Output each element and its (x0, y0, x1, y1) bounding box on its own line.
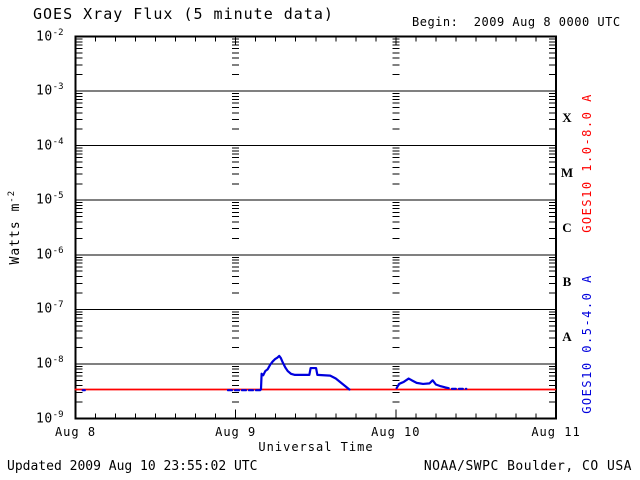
y-tick-label-1e-5: 10-5 (36, 191, 64, 208)
x-tick-label-aug-8: Aug 8 (54, 425, 97, 439)
goes10-short-channel-line (259, 354, 351, 391)
flare-class-x: X (562, 110, 572, 126)
chart-title: GOES Xray Flux (5 minute data) (33, 5, 334, 23)
x-axis-title: Universal Time (258, 440, 374, 454)
x-tick-label-aug-11: Aug 11 (531, 425, 581, 439)
series-label-goes10-long: GOES10 1.0-8.0 A (580, 93, 594, 233)
y-axis-title-base: Watts m (8, 202, 24, 265)
y-axis-title-exponent: -2 (6, 189, 17, 203)
updated-timestamp: Updated 2009 Aug 10 23:55:02 UTC (7, 459, 258, 474)
flare-class-a: A (562, 328, 572, 344)
y-tick-label-1e-3: 10-3 (36, 82, 64, 99)
x-tick-label-aug-9: Aug 9 (215, 425, 257, 439)
goes10-short-channel-line (395, 377, 450, 390)
data-source-label: NOAA/SWPC Boulder, CO USA (423, 459, 632, 474)
plot-frame (74, 35, 557, 420)
x-tick-label-aug-10: Aug 10 (371, 425, 421, 439)
y-tick-label-1e-2: 10-2 (36, 27, 64, 44)
y-tick-label-1e-4: 10-4 (36, 136, 64, 153)
flare-class-c: C (562, 219, 572, 235)
y-tick-label-1e-8: 10-8 (36, 354, 64, 372)
y-axis-title: Watts m-2 (7, 165, 23, 289)
flare-class-m: M (560, 164, 574, 180)
y-tick-label-1e-6: 10-6 (36, 245, 64, 263)
begin-time-label: Begin: 2009 Aug 8 0000 UTC (412, 15, 621, 29)
flare-class-b: B (562, 274, 572, 290)
y-tick-label-1e-7: 10-7 (36, 300, 64, 317)
series-label-goes10-short: GOES10 0.5-4.0 A (580, 274, 594, 414)
y-tick-label-1e-9: 10-9 (36, 409, 64, 426)
